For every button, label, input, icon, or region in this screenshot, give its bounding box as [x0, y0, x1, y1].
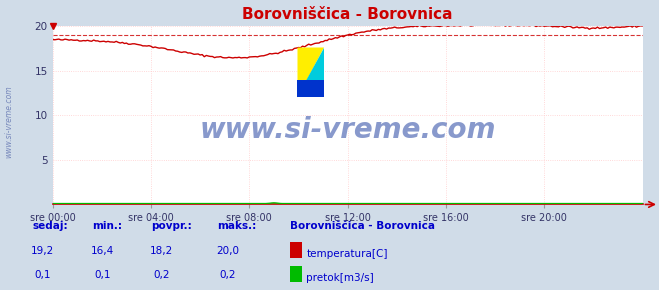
Text: povpr.:: povpr.: [152, 221, 192, 231]
Text: pretok[m3/s]: pretok[m3/s] [306, 273, 374, 283]
Text: 0,2: 0,2 [153, 270, 170, 280]
Text: Borovniščica - Borovnica: Borovniščica - Borovnica [290, 221, 435, 231]
Polygon shape [297, 80, 324, 97]
Text: www.si-vreme.com: www.si-vreme.com [200, 115, 496, 144]
Text: temperatura[C]: temperatura[C] [306, 249, 388, 259]
Text: 20,0: 20,0 [216, 246, 239, 256]
Text: maks.:: maks.: [217, 221, 257, 231]
Text: 0,2: 0,2 [219, 270, 236, 280]
Text: www.si-vreme.com: www.si-vreme.com [4, 86, 13, 158]
Text: 0,1: 0,1 [94, 270, 111, 280]
Polygon shape [297, 48, 324, 97]
Polygon shape [297, 48, 324, 97]
Text: 0,1: 0,1 [34, 270, 51, 280]
Text: 16,4: 16,4 [90, 246, 114, 256]
Text: sedaj:: sedaj: [33, 221, 69, 231]
Text: 18,2: 18,2 [150, 246, 173, 256]
Text: min.:: min.: [92, 221, 123, 231]
Title: Borovniščica - Borovnica: Borovniščica - Borovnica [243, 7, 453, 22]
Text: 19,2: 19,2 [31, 246, 55, 256]
